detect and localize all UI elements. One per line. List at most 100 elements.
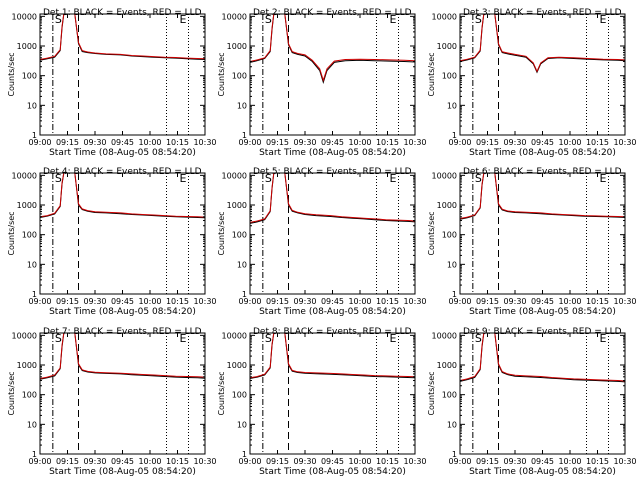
x-tick-label: 10:15 xyxy=(376,457,399,466)
marker-e: E xyxy=(180,332,187,345)
y-tick-label: 100 xyxy=(22,231,37,240)
y-tick-label: 1 xyxy=(242,450,247,459)
y-tick-label: 10000 xyxy=(432,171,457,180)
x-axis-label: Start Time (08-Aug-05 08:54:20) xyxy=(259,467,406,477)
plot-frame xyxy=(249,172,416,295)
panel-det-1: Det 1: BLACK = Events, RED = LLD 09:00 09:… xyxy=(7,8,217,158)
panel-title: Det 4: BLACK = Events, RED = LLD xyxy=(43,167,202,177)
marker-s: S xyxy=(55,172,62,185)
x-tick-label: 09:00 xyxy=(448,138,471,147)
marker-e: E xyxy=(390,13,397,26)
x-tick-label: 10:00 xyxy=(138,457,161,466)
panel-det-9: Det 9: BLACK = Events, RED = LLD 09:00 09:… xyxy=(427,327,637,477)
y-tick-label: 1000 xyxy=(17,201,37,210)
y-axis-label: Counts/sec xyxy=(217,371,226,415)
x-tick-label: 10:30 xyxy=(613,297,636,306)
panel-det-7: Det 7: BLACK = Events, RED = LLD 09:00 09:… xyxy=(7,327,217,477)
x-tick-label: 10:00 xyxy=(138,297,161,306)
x-axis-label: Start Time (08-Aug-05 08:54:20) xyxy=(469,467,616,477)
y-tick-label: 10000 xyxy=(222,331,247,340)
x-tick-label: 10:00 xyxy=(348,457,371,466)
y-axis-label: Counts/sec xyxy=(217,211,226,255)
y-tick-label: 100 xyxy=(442,391,457,400)
y-tick-label: 1 xyxy=(242,290,247,299)
panel-det-2: Det 2: BLACK = Events, RED = LLD 09:00 09:… xyxy=(217,8,427,158)
y-tick-label: 1000 xyxy=(17,361,37,370)
panel-title: Det 7: BLACK = Events, RED = LLD xyxy=(43,327,202,337)
marker-s: S xyxy=(265,13,272,26)
marker-s: S xyxy=(265,332,272,345)
marker-s: S xyxy=(475,172,482,185)
y-tick-label: 1000 xyxy=(227,361,247,370)
x-tick-label: 09:30 xyxy=(83,297,106,306)
series-line-lld xyxy=(460,333,625,382)
marker-s: S xyxy=(475,13,482,26)
x-axis-label: Start Time (08-Aug-05 08:54:20) xyxy=(49,307,196,317)
y-tick-label: 1 xyxy=(32,131,37,140)
x-tick-label: 10:30 xyxy=(403,297,426,306)
x-tick-label: 09:00 xyxy=(28,457,51,466)
x-tick-label: 10:00 xyxy=(558,138,581,147)
y-tick-label: 10 xyxy=(27,101,37,110)
panel-title: Det 5: BLACK = Events, RED = LLD xyxy=(253,167,412,177)
y-tick-label: 10 xyxy=(447,260,457,269)
panel-det-6: Det 6: BLACK = Events, RED = LLD 09:00 09:… xyxy=(427,167,637,317)
y-tick-label: 100 xyxy=(232,391,247,400)
x-tick-label: 10:30 xyxy=(613,457,636,466)
x-axis-label: Start Time (08-Aug-05 08:54:20) xyxy=(259,307,406,317)
x-tick-label: 09:30 xyxy=(293,457,316,466)
x-tick-label: 09:45 xyxy=(111,138,134,147)
x-tick-label: 10:15 xyxy=(376,297,399,306)
series-line-lld xyxy=(40,173,205,218)
x-tick-label: 10:00 xyxy=(348,297,371,306)
marker-e: E xyxy=(600,332,607,345)
y-tick-label: 100 xyxy=(442,72,457,81)
x-tick-label: 09:15 xyxy=(266,457,289,466)
x-tick-label: 09:00 xyxy=(238,457,261,466)
x-tick-label: 10:15 xyxy=(586,297,609,306)
x-tick-label: 09:45 xyxy=(531,457,554,466)
marker-e: E xyxy=(390,332,397,345)
x-tick-label: 09:00 xyxy=(448,297,471,306)
x-tick-label: 10:15 xyxy=(166,138,189,147)
y-tick-label: 1 xyxy=(242,131,247,140)
y-tick-label: 10000 xyxy=(222,171,247,180)
y-axis-label: Counts/sec xyxy=(427,371,436,415)
y-tick-label: 1 xyxy=(32,290,37,299)
x-tick-label: 10:30 xyxy=(613,138,636,147)
x-tick-label: 09:30 xyxy=(293,138,316,147)
series-line-lld xyxy=(250,14,415,82)
panel-title: Det 1: BLACK = Events, RED = LLD xyxy=(43,8,202,18)
plot-frame xyxy=(39,13,206,136)
marker-e: E xyxy=(600,13,607,26)
y-tick-label: 1000 xyxy=(437,361,457,370)
y-tick-label: 10 xyxy=(27,420,37,429)
y-tick-label: 10 xyxy=(237,420,247,429)
x-tick-label: 09:15 xyxy=(266,297,289,306)
y-tick-label: 100 xyxy=(232,231,247,240)
y-axis-label: Counts/sec xyxy=(7,371,16,415)
marker-s: S xyxy=(55,332,62,345)
plot-frame xyxy=(459,332,626,455)
panel-title: Det 3: BLACK = Events, RED = LLD xyxy=(463,8,622,18)
x-tick-label: 10:15 xyxy=(166,457,189,466)
panel-title: Det 2: BLACK = Events, RED = LLD xyxy=(253,8,412,18)
y-tick-label: 1000 xyxy=(437,42,457,51)
y-tick-label: 10000 xyxy=(432,331,457,340)
x-tick-label: 10:00 xyxy=(138,138,161,147)
marker-e: E xyxy=(390,172,397,185)
x-tick-label: 09:30 xyxy=(503,457,526,466)
x-tick-label: 09:15 xyxy=(56,457,79,466)
x-axis-label: Start Time (08-Aug-05 08:54:20) xyxy=(49,467,196,477)
y-tick-label: 10 xyxy=(27,260,37,269)
plot-frame xyxy=(249,13,416,136)
panel-det-3: Det 3: BLACK = Events, RED = LLD 09:00 09:… xyxy=(427,8,637,158)
x-tick-label: 09:15 xyxy=(56,138,79,147)
plot-frame xyxy=(459,172,626,295)
marker-e: E xyxy=(180,172,187,185)
x-tick-label: 09:45 xyxy=(321,297,344,306)
x-tick-label: 10:00 xyxy=(348,138,371,147)
y-tick-label: 1000 xyxy=(227,42,247,51)
x-tick-label: 09:15 xyxy=(476,297,499,306)
